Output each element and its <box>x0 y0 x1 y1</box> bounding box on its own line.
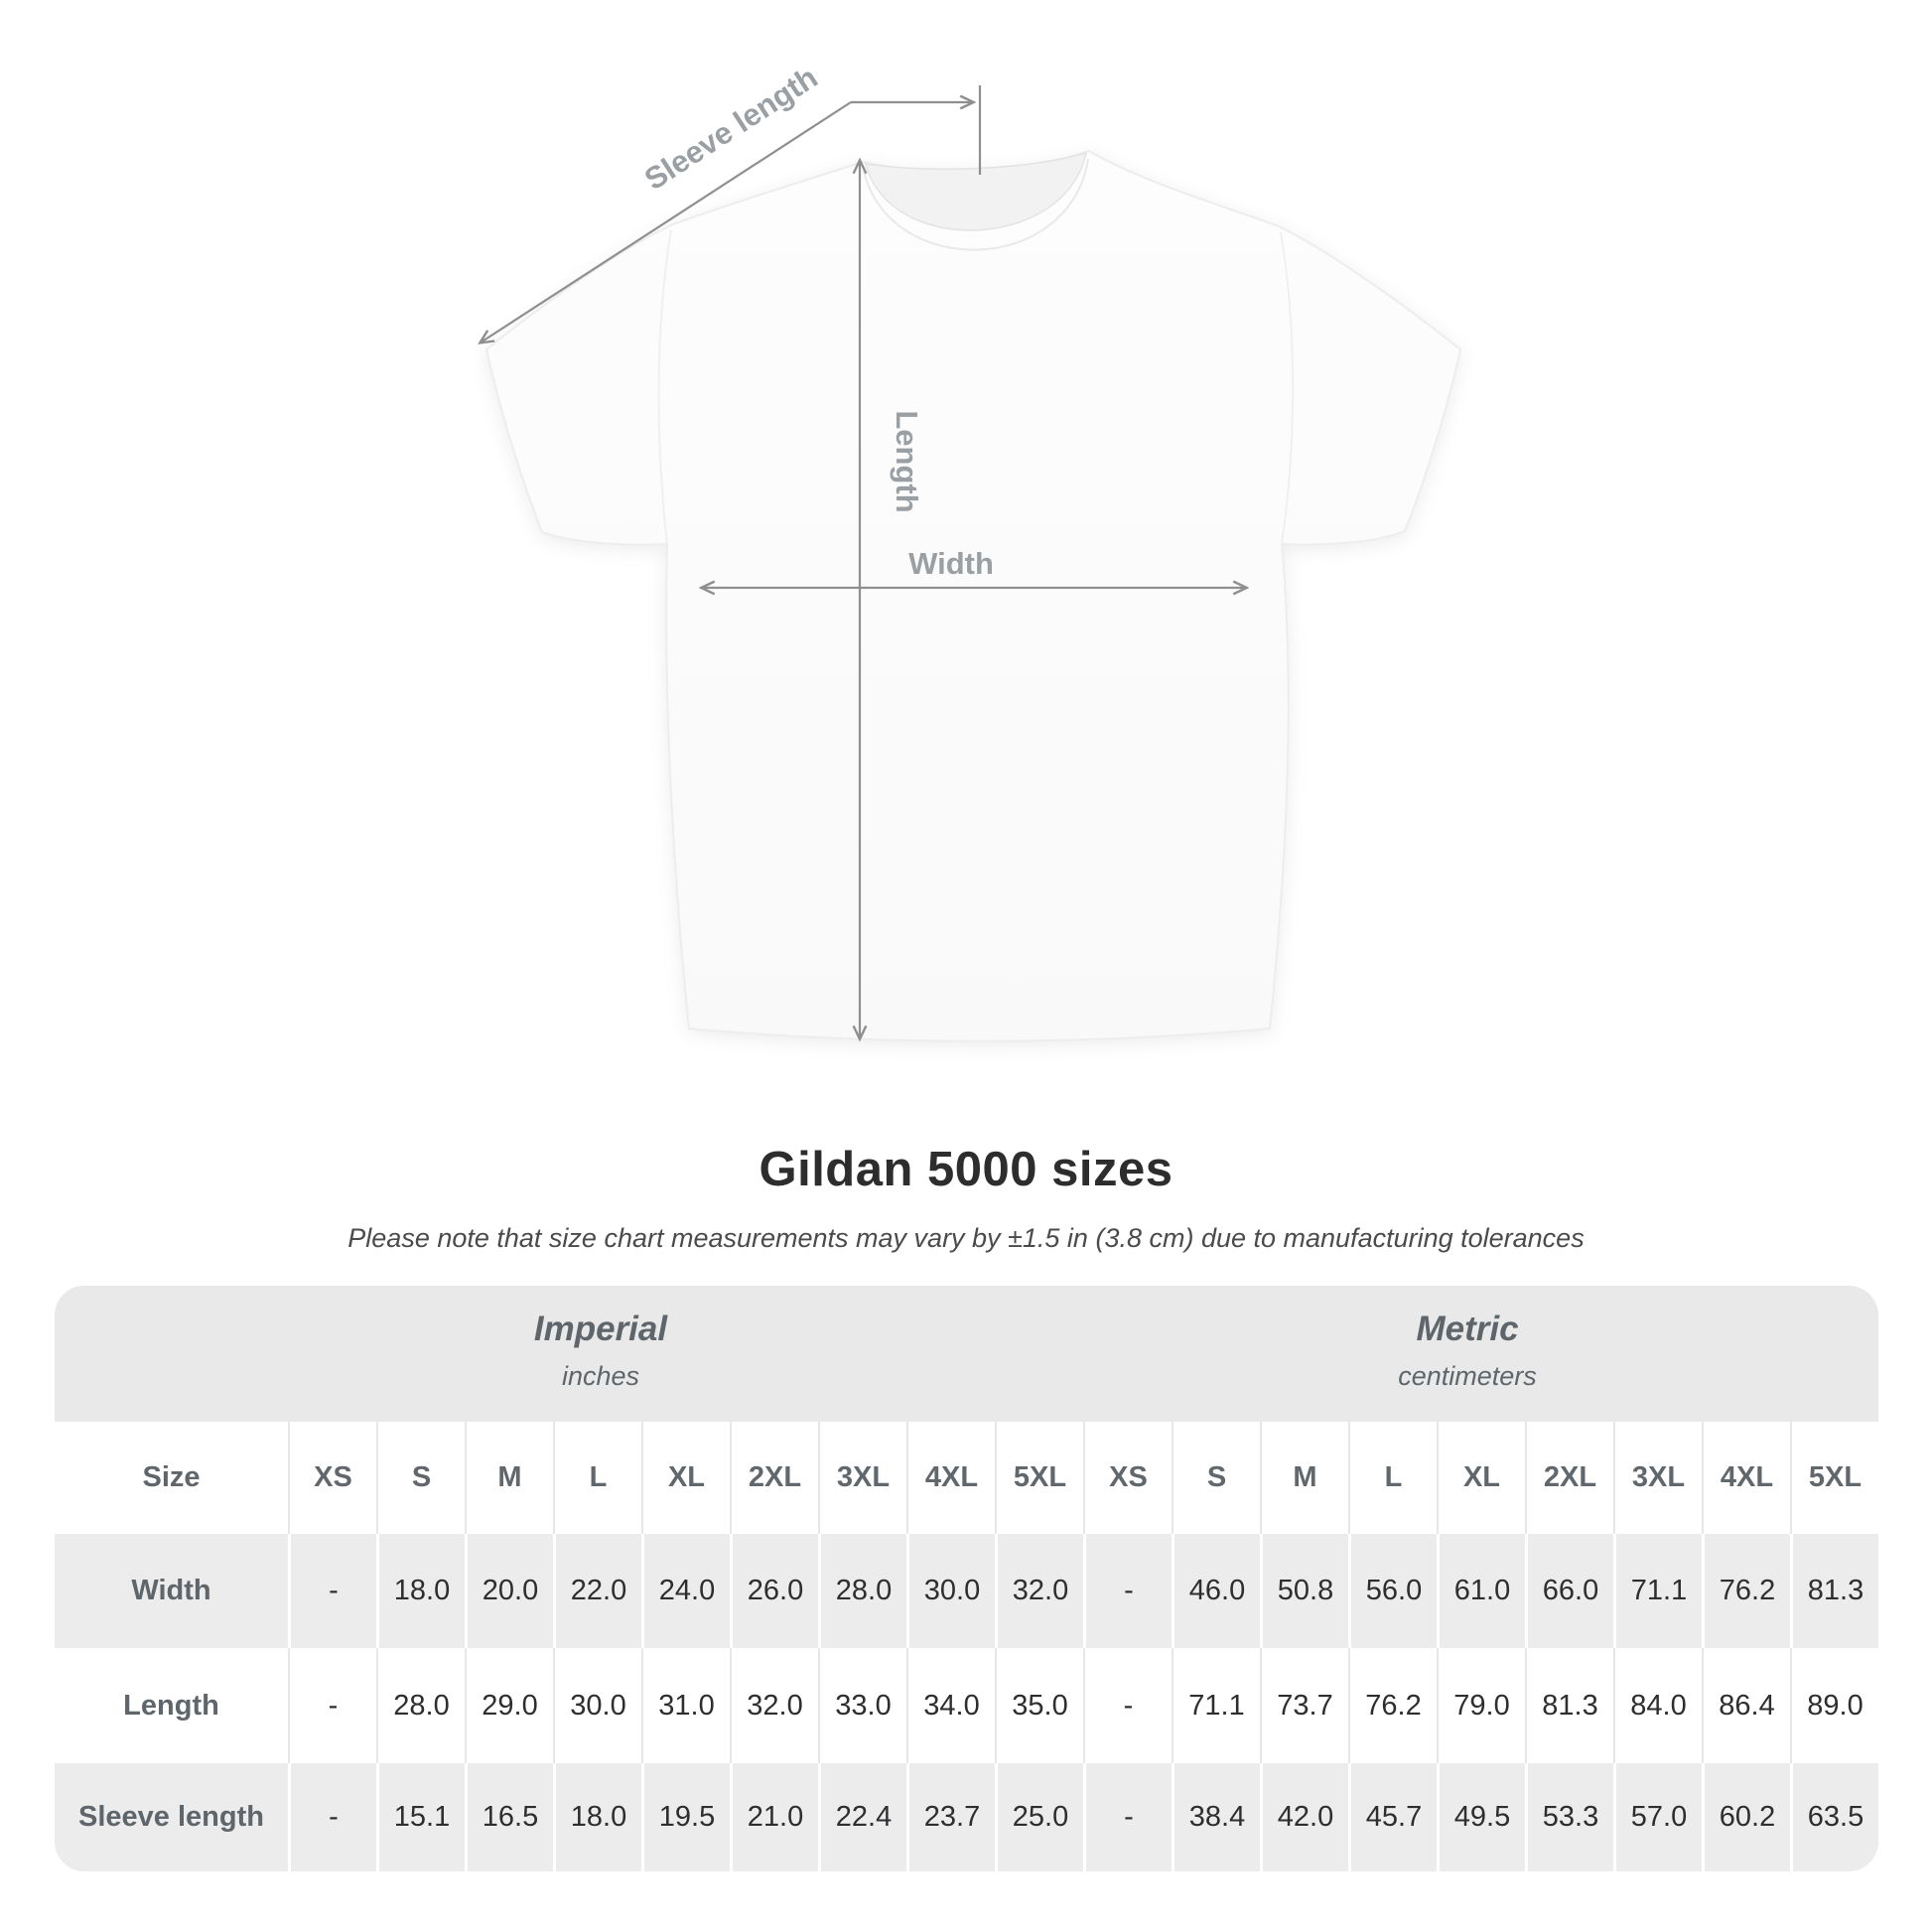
sleeve-length-metric-l: 45.7 <box>1348 1763 1437 1871</box>
size-header-metric-m: M <box>1260 1422 1348 1534</box>
sleeve-length-metric-xl: 49.5 <box>1437 1763 1525 1871</box>
size-header-imperial-l: L <box>553 1422 641 1534</box>
width-metric-3xl: 71.1 <box>1613 1534 1702 1648</box>
size-header-metric-2xl: 2XL <box>1525 1422 1613 1534</box>
page-title: Gildan 5000 sizes <box>759 1143 1173 1196</box>
sleeve-length-imperial-5xl: 25.0 <box>995 1763 1083 1871</box>
tshirt-measurement-diagram: Sleeve length Length Width <box>0 60 1462 1042</box>
sleeve-length-metric-4xl: 60.2 <box>1702 1763 1790 1871</box>
sleeve-length-imperial-2xl: 21.0 <box>730 1763 818 1871</box>
sleeve-length-imperial-l: 18.0 <box>553 1763 641 1871</box>
size-header-imperial-5xl: 5XL <box>995 1422 1083 1534</box>
size-header-metric-l: L <box>1348 1422 1437 1534</box>
length-metric-m: 73.7 <box>1260 1648 1348 1763</box>
size-header-metric-3xl: 3XL <box>1613 1422 1702 1534</box>
width-metric-4xl: 76.2 <box>1702 1534 1790 1648</box>
width-metric-s: 46.0 <box>1172 1534 1260 1648</box>
table-row-length: Length -28.0 29.0 30.0 31.0 32.0 33.0 34.0 35.0-… <box>55 1648 1878 1763</box>
sleeve-length-imperial-xs: - <box>288 1763 376 1871</box>
width-label: Width <box>908 546 994 581</box>
length-metric-4xl: 86.4 <box>1702 1648 1790 1763</box>
size-header-row: Size XS S M L XL 2XL 3XL 4XL 5XL XS S M L XL 2XL 3XL 4XL 5… <box>55 1422 1878 1534</box>
metric-section-header: Metric centimeters <box>1259 1310 1676 1392</box>
tshirt-image <box>484 149 1462 1042</box>
size-header-metric-5xl: 5XL <box>1790 1422 1878 1534</box>
sleeve-length-metric-2xl: 53.3 <box>1525 1763 1613 1871</box>
length-metric-l: 76.2 <box>1348 1648 1437 1763</box>
row-label-width: Width <box>131 1575 211 1606</box>
width-metric-5xl: 81.3 <box>1790 1534 1878 1648</box>
length-imperial-l: 30.0 <box>553 1648 641 1763</box>
size-header-imperial-xs: XS <box>288 1422 376 1534</box>
size-header-imperial-s: S <box>376 1422 465 1534</box>
width-metric-2xl: 66.0 <box>1525 1534 1613 1648</box>
length-metric-2xl: 81.3 <box>1525 1648 1613 1763</box>
metric-label: Metric <box>1416 1310 1519 1348</box>
sleeve-length-imperial-s: 15.1 <box>376 1763 465 1871</box>
length-imperial-xl: 31.0 <box>641 1648 730 1763</box>
size-header-imperial-4xl: 4XL <box>906 1422 995 1534</box>
width-imperial-m: 20.0 <box>465 1534 553 1648</box>
width-imperial-l: 22.0 <box>553 1534 641 1648</box>
size-header-imperial-m: M <box>465 1422 553 1534</box>
width-imperial-xl: 24.0 <box>641 1534 730 1648</box>
imperial-label: Imperial <box>533 1310 668 1348</box>
length-imperial-3xl: 33.0 <box>818 1648 906 1763</box>
length-metric-5xl: 89.0 <box>1790 1648 1878 1763</box>
imperial-unit-label: inches <box>561 1361 640 1391</box>
width-imperial-xs: - <box>288 1534 376 1648</box>
width-metric-xs: - <box>1083 1534 1172 1648</box>
table-row-width: Width -18.0 20.0 22.0 24.0 26.0 28.0 30.0 32.0-4… <box>55 1534 1878 1648</box>
imperial-section-header: Imperial inches <box>392 1310 809 1392</box>
sleeve-length-metric-s: 38.4 <box>1172 1763 1260 1871</box>
size-header-imperial-2xl: 2XL <box>730 1422 818 1534</box>
collar-seam <box>863 158 1089 251</box>
width-imperial-3xl: 28.0 <box>818 1534 906 1648</box>
sleeve-length-arrow <box>481 101 852 343</box>
size-header-metric-4xl: 4XL <box>1702 1422 1790 1534</box>
length-imperial-s: 28.0 <box>376 1648 465 1763</box>
size-header-metric-s: S <box>1172 1422 1260 1534</box>
width-imperial-4xl: 30.0 <box>906 1534 995 1648</box>
sleeve-length-imperial-4xl: 23.7 <box>906 1763 995 1871</box>
sleeve-length-metric-xs: - <box>1083 1763 1172 1871</box>
sleeve-length-metric-5xl: 63.5 <box>1790 1763 1878 1871</box>
table-unit-band: Imperial inches Metric centimeters <box>55 1286 1878 1422</box>
length-imperial-2xl: 32.0 <box>730 1648 818 1763</box>
sleeve-length-label: Sleeve length <box>638 60 824 197</box>
metric-unit-label: centimeters <box>1398 1361 1537 1391</box>
sleeve-length-imperial-m: 16.5 <box>465 1763 553 1871</box>
length-imperial-5xl: 35.0 <box>995 1648 1083 1763</box>
row-label-sleeve-length: Sleeve length <box>78 1801 264 1833</box>
sleeve-length-imperial-xl: 19.5 <box>641 1763 730 1871</box>
sleeve-length-imperial-3xl: 22.4 <box>818 1763 906 1871</box>
length-metric-s: 71.1 <box>1172 1648 1260 1763</box>
width-metric-m: 50.8 <box>1260 1534 1348 1648</box>
size-header-imperial-3xl: 3XL <box>818 1422 906 1534</box>
width-imperial-2xl: 26.0 <box>730 1534 818 1648</box>
size-header-metric-xl: XL <box>1437 1422 1525 1534</box>
size-header-metric-xs: XS <box>1083 1422 1172 1534</box>
sleeve-length-metric-3xl: 57.0 <box>1613 1763 1702 1871</box>
collar-opening <box>865 151 1088 231</box>
length-metric-3xl: 84.0 <box>1613 1648 1702 1763</box>
width-imperial-5xl: 32.0 <box>995 1534 1083 1648</box>
sleeve-length-metric-m: 42.0 <box>1260 1763 1348 1871</box>
page-subtitle: Please note that size chart measurements… <box>347 1223 1585 1253</box>
length-imperial-m: 29.0 <box>465 1648 553 1763</box>
width-imperial-s: 18.0 <box>376 1534 465 1648</box>
length-metric-xl: 79.0 <box>1437 1648 1525 1763</box>
table-row-sleeve-length: Sleeve length -15.1 16.5 18.0 19.5 21.0 22.4 23… <box>55 1763 1878 1871</box>
length-metric-xs: - <box>1083 1648 1172 1763</box>
size-header-imperial-xl: XL <box>641 1422 730 1534</box>
row-label-length: Length <box>123 1689 219 1722</box>
length-imperial-4xl: 34.0 <box>906 1648 995 1763</box>
size-table: Imperial inches Metric centimeters Size X… <box>55 1286 1878 1871</box>
size-column-header: Size <box>142 1461 201 1493</box>
length-imperial-xs: - <box>288 1648 376 1763</box>
length-label: Length <box>890 410 924 512</box>
width-metric-xl: 61.0 <box>1437 1534 1525 1648</box>
width-metric-l: 56.0 <box>1348 1534 1437 1648</box>
